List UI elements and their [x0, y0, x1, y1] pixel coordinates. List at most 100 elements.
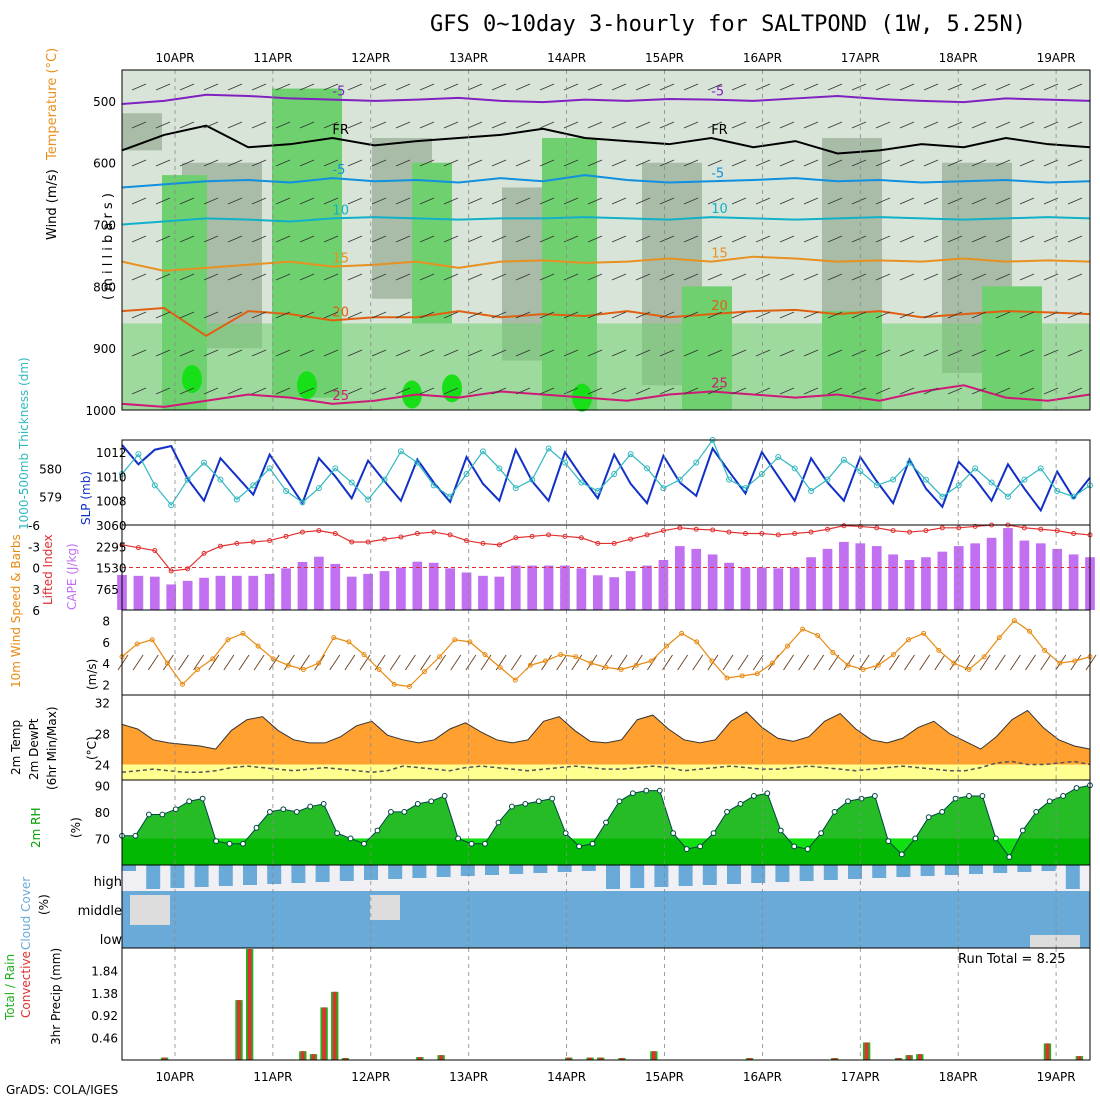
wind-barb: [275, 387, 291, 395]
cape-tick-label: 3060: [96, 519, 127, 533]
surface-wind-barb: [662, 654, 673, 671]
thickness-marker: [348, 479, 355, 486]
temp-unit-label: (°C): [85, 736, 99, 760]
wind-barb: [875, 311, 891, 319]
wind-unit-label: (m/s): [85, 659, 99, 690]
wind-barb: [707, 235, 723, 243]
wind-barb: [539, 387, 555, 395]
wind-barb: [227, 273, 243, 281]
wind-barb: [227, 197, 243, 205]
wind-barb: [731, 197, 747, 205]
rh2m-marker: [213, 838, 220, 844]
wind-barb: [251, 159, 267, 167]
wind-barb: [323, 311, 339, 319]
li-tick-label: -3: [28, 540, 40, 554]
wind-barb: [827, 387, 843, 395]
li-marker: [513, 535, 519, 541]
wind-barb: [299, 273, 315, 281]
wind-barb: [491, 159, 507, 167]
wind-barb: [515, 235, 531, 243]
rh-high-cell: [442, 374, 462, 403]
rh2m-marker: [307, 803, 314, 810]
rain-precip-bar: [566, 1057, 571, 1060]
wind-barb: [491, 349, 507, 357]
wind-barb: [995, 349, 1011, 357]
cloud-high-bar: [1041, 865, 1056, 871]
surface-wind-barb: [208, 654, 220, 671]
surface-wind-barb: [405, 654, 416, 671]
wind-barb: [227, 349, 243, 357]
wind-barb: [275, 159, 291, 167]
cloud-high-bar: [630, 865, 645, 888]
thickness-marker: [250, 482, 257, 489]
surface-wind-barb: [253, 654, 265, 671]
wind-barb: [539, 83, 555, 91]
contour-label: 10: [711, 202, 728, 217]
rh2m-marker: [441, 793, 448, 799]
wind-barb: [611, 273, 627, 281]
li-marker: [365, 539, 371, 545]
wind-barb: [875, 235, 891, 243]
surface-wind-barb: [904, 654, 915, 671]
cape-bar: [543, 565, 554, 610]
wind-barb: [899, 349, 915, 357]
rh2m-marker: [777, 827, 784, 834]
rh2m-marker: [562, 830, 569, 837]
surface-wind-barb: [798, 654, 809, 671]
wind-speed-marker: [195, 667, 201, 672]
cape-bar: [330, 563, 341, 610]
cape-bar: [1068, 554, 1079, 610]
cloud-high-bar: [848, 865, 862, 879]
wind-barb: [275, 235, 291, 243]
thickness-marker: [545, 445, 552, 452]
wind-barb: [395, 235, 411, 243]
wind-barb: [179, 121, 195, 129]
thickness-marker: [397, 448, 404, 455]
wind-barb: [395, 121, 411, 129]
wind-barb: [899, 387, 915, 395]
wind-barb: [275, 311, 291, 319]
thickness-marker: [414, 459, 421, 466]
wind-barb: [1043, 159, 1059, 167]
cape-bar: [773, 568, 784, 610]
wind-barb: [875, 83, 891, 91]
wind-barb: [731, 235, 747, 243]
wind-barb: [179, 273, 195, 281]
cloud-high-bar: [291, 865, 306, 883]
wind-speed-marker: [497, 664, 503, 670]
rh2m-marker: [186, 798, 193, 805]
wind-barb: [323, 121, 339, 129]
rh2m-marker: [240, 840, 246, 847]
surface-wind-barb: [631, 654, 643, 671]
wind-barb: [491, 235, 507, 243]
wind-barb: [131, 83, 147, 91]
wind-barb: [395, 197, 411, 205]
wind-barb: [731, 311, 747, 319]
wind-speed-marker: [754, 671, 760, 677]
rain-precip-bar: [1077, 1056, 1082, 1060]
wind-barb: [683, 197, 699, 205]
wind-speed-marker: [573, 654, 579, 660]
wind-barb: [875, 121, 891, 129]
wind-barb: [395, 387, 411, 395]
pressure-tick-label: 800: [93, 280, 116, 294]
wind-barb: [779, 83, 795, 91]
li-marker: [1071, 531, 1077, 536]
surface-wind-barb: [994, 654, 1006, 671]
wind-barb: [659, 273, 675, 281]
wind-tick-label: 2: [102, 678, 110, 692]
surface-wind-barb: [344, 654, 356, 671]
surface-wind-barb: [510, 654, 522, 671]
wind-barb: [323, 387, 339, 395]
cape-bar: [576, 568, 587, 610]
rh-high-cell: [182, 365, 202, 394]
cape-bar: [986, 537, 997, 610]
surface-wind-barb: [178, 654, 189, 671]
wind-barb: [131, 121, 147, 129]
wind-speed-marker: [603, 664, 609, 670]
rain-precip-bar: [588, 1057, 592, 1060]
rh2m-marker: [912, 835, 919, 842]
wind-barb: [947, 311, 963, 319]
wind-barb: [971, 159, 987, 167]
li-marker: [792, 531, 798, 536]
